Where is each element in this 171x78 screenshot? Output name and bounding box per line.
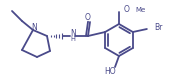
Text: HO: HO [104,67,116,76]
Text: Br: Br [154,23,162,33]
Text: Me: Me [135,7,145,13]
Text: H: H [71,36,75,42]
Text: N: N [31,22,37,32]
Text: N: N [70,28,76,38]
Text: O: O [124,6,130,15]
Text: O: O [85,12,91,22]
